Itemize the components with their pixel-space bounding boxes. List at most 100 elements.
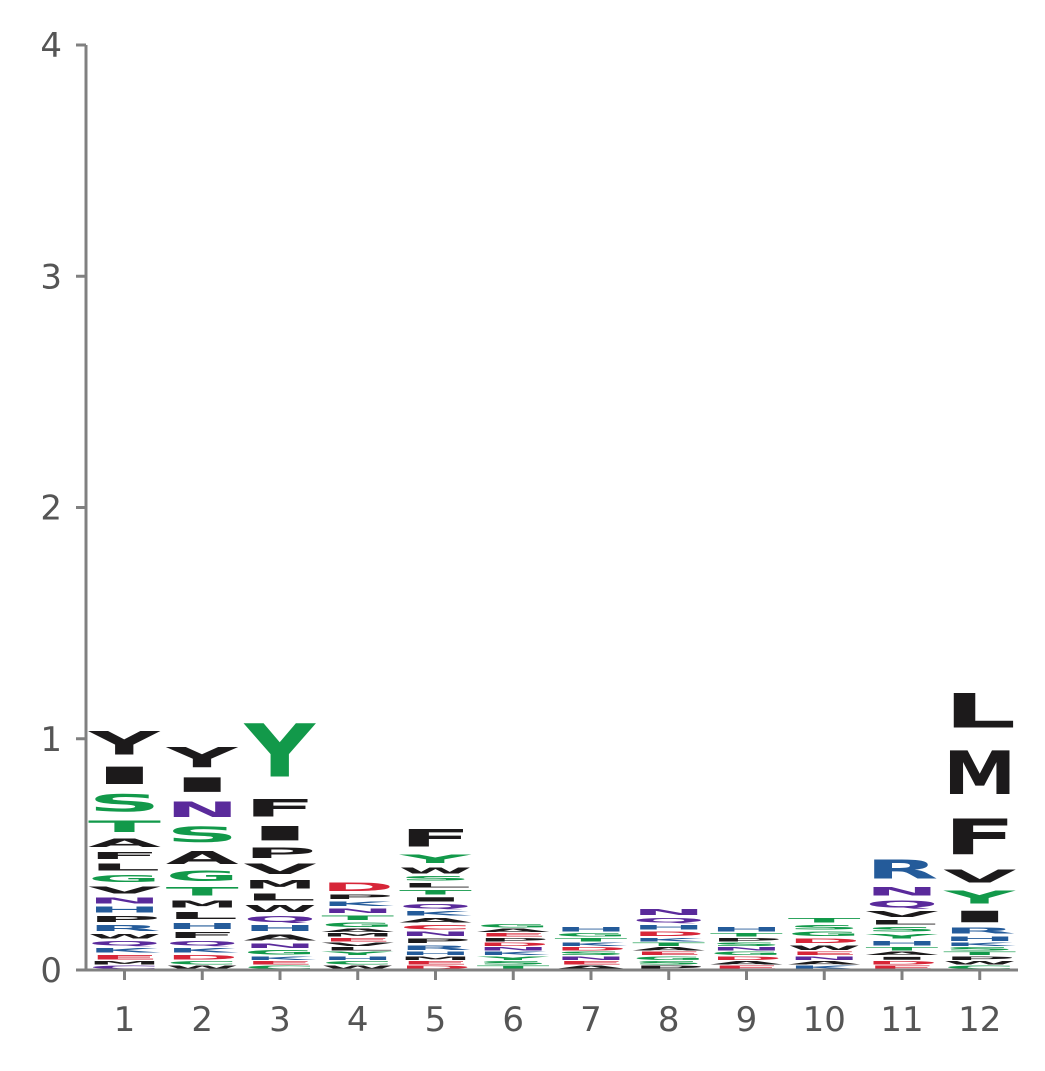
logo-letter-A-pos4: A bbox=[321, 928, 394, 933]
x-tick-label: 11 bbox=[880, 1000, 923, 1040]
logo-letter-N-pos1: N bbox=[88, 896, 161, 905]
x-tick-label: 10 bbox=[803, 1000, 846, 1040]
logo-letter-D-pos11: D bbox=[866, 961, 939, 966]
logo-letter-K-pos6: K bbox=[477, 952, 550, 957]
x-tick-label: 9 bbox=[736, 1000, 758, 1040]
logo-letter-C-pos4: C bbox=[321, 961, 394, 966]
logo-letter-E-pos8: E bbox=[632, 952, 705, 957]
logo-letter-T-pos8: T bbox=[632, 942, 705, 947]
logo-letter-N-pos2: N bbox=[166, 797, 239, 822]
logo-letter-W-pos4: W bbox=[321, 965, 394, 970]
logo-letter-G-pos8: G bbox=[632, 956, 705, 961]
logo-letter-H-pos11: H bbox=[866, 940, 939, 947]
logo-letter-Y-pos11: Y bbox=[865, 933, 938, 940]
logo-letter-F-pos2: F bbox=[166, 931, 239, 940]
logo-letter-E-pos9: E bbox=[710, 965, 783, 970]
logo-letter-V-pos3: V bbox=[244, 861, 317, 877]
logo-letter-Q-pos1: Q bbox=[88, 940, 161, 947]
logo-letter-R-pos12: R bbox=[943, 926, 1016, 935]
logo-letter-G-pos4: G bbox=[321, 921, 394, 928]
x-ticks: 1 2 3 4 5 6 7 8 9 10 11 12 bbox=[114, 970, 1001, 1040]
logo-letter-K-pos3: K bbox=[244, 956, 317, 961]
logo-letter-G-pos2: G bbox=[166, 869, 239, 885]
logo-letter-E-pos10: E bbox=[788, 952, 861, 957]
logo-letter-N-pos9: N bbox=[710, 947, 783, 952]
logo-letter-N-pos5: N bbox=[399, 931, 472, 938]
logo-letter-L-pos5: L bbox=[399, 882, 472, 889]
x-tick-label: 12 bbox=[958, 1000, 1001, 1040]
logo-letter-A-pos5: A bbox=[399, 917, 472, 924]
logo-letter-M-pos4: M bbox=[321, 933, 394, 938]
logo-letter-P-pos4: P bbox=[321, 894, 394, 901]
logo-letter-Y-pos6: Y bbox=[476, 956, 549, 961]
logo-letter-A-pos2: A bbox=[166, 848, 240, 869]
logo-letter-K-pos4: K bbox=[321, 901, 394, 908]
logo-letter-T-pos11: T bbox=[866, 947, 939, 952]
y-tick-label: 1 bbox=[40, 720, 62, 760]
logo-letter-N-pos6: N bbox=[477, 947, 550, 952]
logo-letter-G-pos9: G bbox=[710, 952, 783, 957]
logo-letter-E-pos4: E bbox=[321, 938, 394, 943]
logo-letter-D-pos4: D bbox=[321, 880, 394, 894]
x-tick-label: 5 bbox=[425, 1000, 447, 1040]
logo-letter-Y-pos4: Y bbox=[321, 952, 394, 957]
logo-letter-K-pos7: K bbox=[555, 942, 628, 947]
logo-letter-D-pos7: D bbox=[555, 947, 628, 952]
logo-letter-E-pos11: E bbox=[866, 965, 939, 970]
logo-letter-D-pos5: D bbox=[399, 965, 472, 970]
logo-letter-F-pos1: F bbox=[88, 850, 161, 861]
logo-letter-S-pos5: S bbox=[399, 875, 472, 882]
logo-letter-P-pos3: P bbox=[244, 845, 317, 861]
logo-letter-H-pos1: H bbox=[88, 905, 161, 914]
logo-letter-N-pos8: N bbox=[632, 908, 705, 917]
logo-letter-H-pos5: H bbox=[399, 952, 472, 957]
logo-letter-S-pos1: S bbox=[88, 790, 161, 817]
logo-letter-D-pos10: D bbox=[788, 938, 861, 945]
logo-letter-S-pos2: S bbox=[166, 822, 239, 847]
x-tick-label: 2 bbox=[191, 1000, 213, 1040]
logo-letter-I-pos5: I bbox=[399, 896, 472, 903]
logo-letter-P-pos5: P bbox=[399, 938, 472, 945]
logo-letter-D-pos8: D bbox=[632, 931, 705, 938]
x-tick-label: 4 bbox=[347, 1000, 369, 1040]
logo-letter-L-pos12: L bbox=[943, 684, 1016, 739]
logo-letter-E-pos3: E bbox=[244, 961, 317, 966]
logo-letter-V-pos4: V bbox=[321, 942, 394, 947]
logo-letter-C-pos5: C bbox=[399, 924, 472, 931]
logo-letter-A-pos1: A bbox=[88, 836, 161, 850]
logo-letter-P-pos12: P bbox=[943, 956, 1016, 961]
logo-letter-H-pos4: H bbox=[321, 956, 394, 961]
logo-letter-W-pos2: W bbox=[166, 965, 239, 970]
logo-letter-I-pos2: I bbox=[166, 774, 239, 797]
logo-letter-L-pos2: L bbox=[166, 910, 239, 921]
logo-letter-T-pos10: T bbox=[788, 917, 861, 924]
logo-letter-A-pos9: A bbox=[710, 961, 783, 966]
logo-letter-E-pos7: E bbox=[555, 961, 628, 966]
logo-letter-N-pos3: N bbox=[244, 942, 317, 949]
logo-letter-S-pos6: S bbox=[477, 961, 550, 966]
logo-letter-V-pos11: V bbox=[866, 910, 939, 919]
logo-letter-Y-pos3: Y bbox=[243, 710, 316, 795]
y-tick-label: 4 bbox=[40, 26, 62, 66]
logo-letter-S-pos12: S bbox=[943, 947, 1016, 952]
logo-letter-R-pos11: R bbox=[866, 855, 939, 885]
logo-letter-P-pos6: P bbox=[477, 938, 550, 943]
logo-letter-P-pos9: P bbox=[710, 938, 783, 943]
logo-letter-C-pos3: C bbox=[244, 965, 317, 970]
logo-letter-G-pos10: G bbox=[788, 931, 861, 938]
logo-letter-N-pos4: N bbox=[321, 908, 394, 915]
logo-letter-R-pos1: R bbox=[88, 924, 161, 933]
logo-letter-I-pos12: I bbox=[943, 908, 1016, 926]
logo-letter-N-pos11: N bbox=[866, 884, 939, 898]
y-tick-label: 0 bbox=[40, 951, 62, 991]
logo-letter-A-pos10: A bbox=[788, 961, 861, 966]
logo-letter-H-pos2: H bbox=[166, 922, 239, 931]
logo-letter-C-pos12: C bbox=[943, 965, 1016, 970]
logo-letter-D-pos9: D bbox=[710, 956, 783, 961]
logo-letter-S-pos9: S bbox=[710, 942, 783, 947]
logo-letter-Y-pos12: Y bbox=[943, 887, 1017, 908]
logo-letter-M-pos3: M bbox=[244, 878, 317, 892]
logo-letter-P-pos8: P bbox=[632, 965, 705, 970]
logo-letter-F-pos3: F bbox=[244, 795, 317, 823]
logo-letter-Y-pos1: Y bbox=[88, 725, 162, 762]
